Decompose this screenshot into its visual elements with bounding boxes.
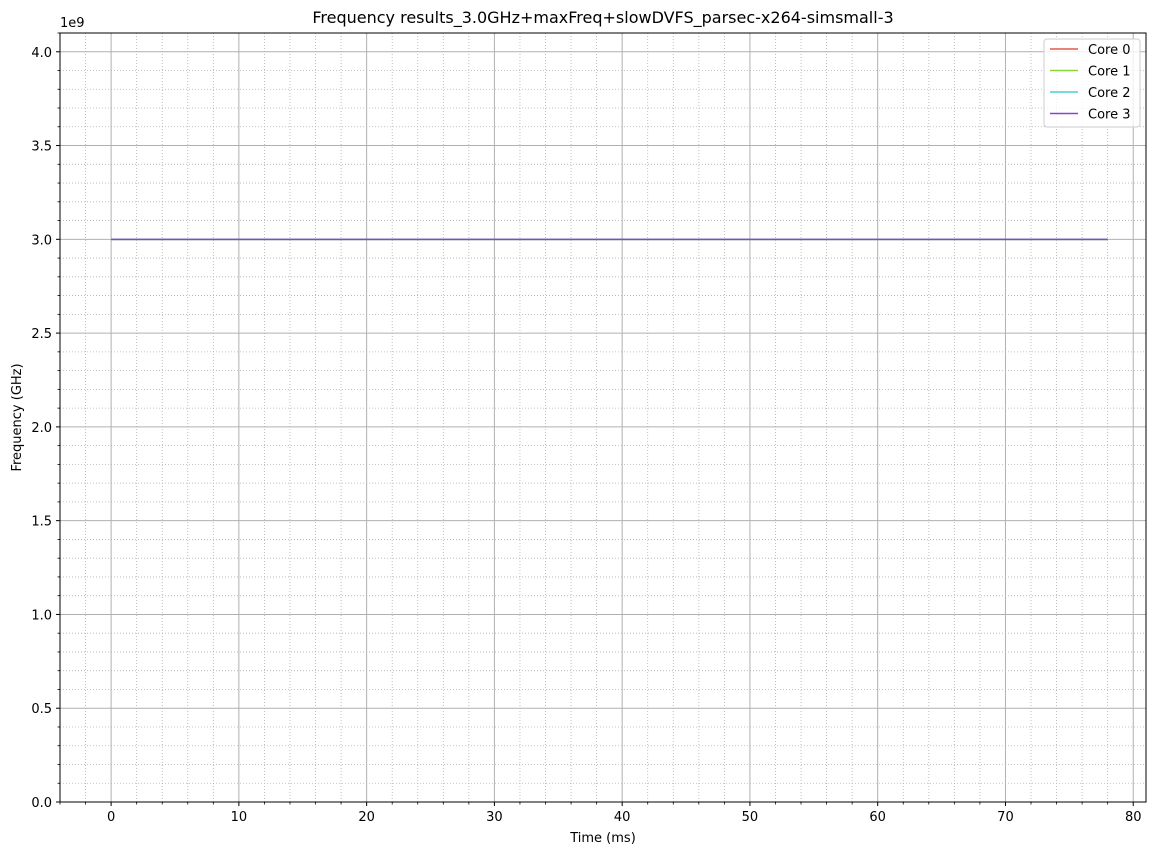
minor-grid bbox=[59, 32, 1146, 802]
x-tick-label: 80 bbox=[1125, 810, 1142, 825]
y-tick-label: 3.0 bbox=[31, 233, 52, 248]
legend-label: Core 1 bbox=[1088, 65, 1131, 80]
x-tick-label: 70 bbox=[997, 810, 1014, 825]
y-axis-label: Frequency (GHz) bbox=[10, 363, 25, 471]
y-tick-label: 1.5 bbox=[31, 515, 52, 530]
y-tick-label: 2.5 bbox=[31, 327, 52, 342]
x-tick-label: 60 bbox=[869, 810, 886, 825]
x-tick-label: 50 bbox=[742, 810, 759, 825]
y-tick-label: 2.0 bbox=[31, 421, 52, 436]
y-tick-label: 4.0 bbox=[31, 46, 52, 61]
plot-frame bbox=[59, 32, 1147, 803]
x-tick-label: 10 bbox=[231, 810, 248, 825]
y-tick-label: 0.0 bbox=[31, 796, 52, 811]
x-tick-label: 30 bbox=[486, 810, 503, 825]
legend: Core 0 Core 1 Core 2 Core 3 bbox=[1043, 38, 1141, 128]
y-tick-label: 0.5 bbox=[31, 702, 52, 717]
y-tick-label: 3.5 bbox=[31, 140, 52, 155]
legend-box bbox=[1043, 38, 1141, 128]
x-axis-label: Time (ms) bbox=[569, 831, 636, 846]
x-tick-label: 20 bbox=[358, 810, 375, 825]
x-tick-label: 0 bbox=[107, 810, 115, 825]
y-offset-label: 1e9 bbox=[60, 16, 85, 31]
legend-label: Core 3 bbox=[1088, 108, 1131, 123]
y-tick-label: 1.0 bbox=[31, 608, 52, 623]
axis-ticks bbox=[56, 32, 1134, 806]
tick-labels: 0 10 20 30 40 50 60 70 80 0.0 0.5 1.0 1.5 2.0 2.5 3.0 3.… bbox=[31, 46, 1141, 825]
legend-label: Core 2 bbox=[1088, 86, 1131, 101]
legend-label: Core 0 bbox=[1088, 43, 1131, 58]
chart-title: Frequency results_3.0GHz+maxFreq+slowDVF… bbox=[312, 8, 893, 28]
x-tick-label: 40 bbox=[614, 810, 631, 825]
